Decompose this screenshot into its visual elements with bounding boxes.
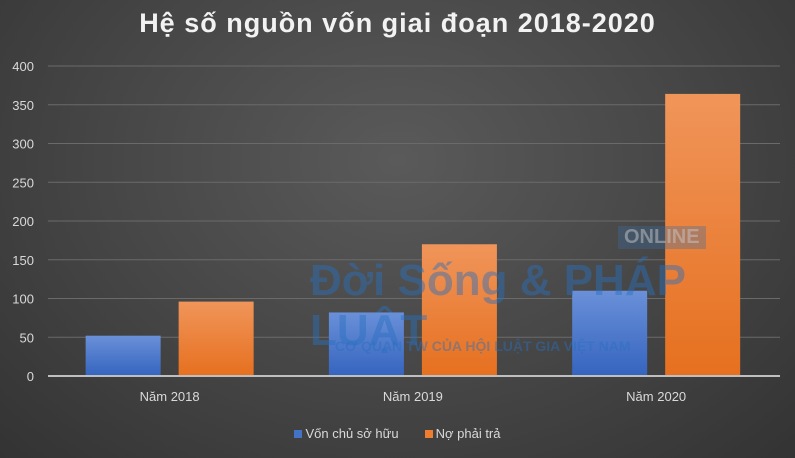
y-tick-label: 250 [12,175,34,190]
y-tick-label: 300 [12,137,34,152]
y-tick-label: 400 [12,59,34,74]
y-tick-label: 350 [12,98,34,113]
y-tick-label: 0 [27,369,34,384]
bar-equity-2 [572,290,648,376]
y-tick-label: 100 [12,292,34,307]
y-tick-label: 200 [12,214,34,229]
bar-equity-0 [85,335,161,376]
bar-liabilities-0 [178,301,254,376]
y-tick-label: 50 [20,330,34,345]
legend: Vốn chủ sở hữu Nợ phải trả [0,426,795,441]
x-tick-label: Năm 2019 [383,389,443,404]
x-tick-label: Năm 2018 [140,389,200,404]
legend-label: Nợ phải trả [435,426,501,441]
chart-title: Hệ số nguồn vốn giai đoạn 2018-2020 [139,8,656,38]
bar-equity-1 [328,312,404,376]
legend-swatch-orange [424,429,433,438]
bar-liabilities-1 [421,244,497,376]
legend-swatch-blue [294,429,303,438]
y-tick-label: 150 [12,253,34,268]
legend-item-liabilities: Nợ phải trả [424,426,501,441]
legend-label: Vốn chủ sở hữu [305,426,399,441]
bar-liabilities-2 [665,93,741,377]
x-tick-label: Năm 2020 [626,389,686,404]
legend-item-equity: Vốn chủ sở hữu [294,426,399,441]
